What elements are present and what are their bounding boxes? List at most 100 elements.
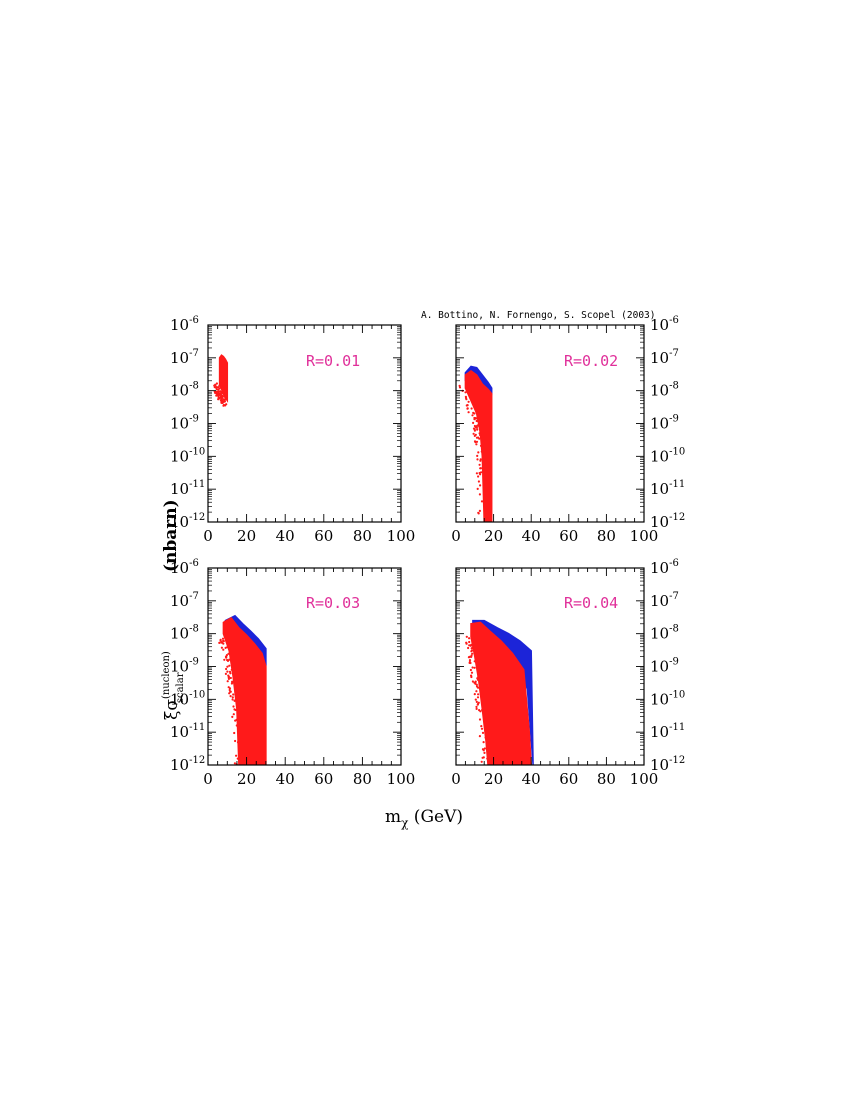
data-point <box>469 661 472 665</box>
y-tick-label: 10-7 <box>170 591 199 610</box>
data-point <box>223 658 226 661</box>
y-tick-label: 10-9 <box>170 414 199 433</box>
data-point <box>227 674 230 677</box>
data-point <box>224 646 227 650</box>
series-red-region <box>464 369 493 522</box>
y-tick-label: 10-8 <box>650 381 679 400</box>
data-point <box>475 419 478 423</box>
data-point <box>473 428 476 431</box>
data-point <box>473 424 476 428</box>
y-tick-label: 10-10 <box>170 446 205 465</box>
x-tick-label: 60 <box>314 770 333 788</box>
data-point <box>226 646 229 649</box>
data-point <box>481 756 484 759</box>
data-point <box>464 391 467 394</box>
data-point <box>482 741 485 744</box>
data-point <box>464 395 467 398</box>
data-point <box>477 451 480 454</box>
credit-text: A. Bottino, N. Fornengo, S. Scopel (2003… <box>421 310 656 321</box>
data-point <box>223 395 226 398</box>
data-point <box>236 757 239 760</box>
panel-label: R=0.03 <box>306 594 360 612</box>
y-tick-label: 10-10 <box>170 689 205 708</box>
data-point <box>470 649 474 652</box>
data-point <box>218 641 221 645</box>
data-point <box>231 696 234 699</box>
data-point <box>468 637 471 640</box>
y-tick-label: 10-6 <box>650 558 679 577</box>
data-point <box>228 688 231 692</box>
data-point <box>465 642 468 645</box>
x-tick-label: 20 <box>237 770 256 788</box>
data-point <box>476 487 479 490</box>
x-tick-label: 60 <box>559 770 578 788</box>
data-point <box>473 434 476 437</box>
data-point <box>227 686 230 689</box>
y-tick-label: 10-11 <box>650 479 685 498</box>
y-tick-label: 10-7 <box>170 348 199 367</box>
data-point <box>232 693 235 696</box>
y-tick-label: 10-6 <box>170 315 199 334</box>
data-point <box>224 672 227 676</box>
data-point <box>475 472 478 475</box>
data-point <box>472 432 475 435</box>
data-point <box>477 480 480 483</box>
panel-r003: 0 20 40 60 80 100 10-6 10-7 10-8 10-9 10-10 10-11 10… <box>170 558 415 788</box>
data-point <box>220 395 223 398</box>
data-point <box>222 648 225 651</box>
data-point <box>215 392 218 395</box>
data-point <box>481 731 485 735</box>
data-point <box>229 690 232 693</box>
data-point <box>232 713 235 716</box>
data-point <box>220 641 223 644</box>
data-point <box>225 656 228 659</box>
data-point <box>477 686 480 689</box>
scatter-layer <box>218 614 267 769</box>
data-point <box>475 436 479 439</box>
y-tick-label: 10-7 <box>650 591 679 610</box>
data-point <box>478 432 481 435</box>
x-tick-label: 80 <box>597 770 616 788</box>
data-point <box>236 741 240 744</box>
data-point <box>233 762 236 765</box>
x-axis-title-main: m <box>385 807 401 827</box>
data-point <box>458 386 462 389</box>
x-tick-label: 80 <box>353 527 372 545</box>
panel-label: R=0.04 <box>564 594 618 612</box>
data-point <box>468 644 471 647</box>
data-point <box>478 509 481 512</box>
data-point <box>480 727 484 730</box>
data-point <box>473 666 476 669</box>
data-point <box>486 757 489 760</box>
x-tick-label: 100 <box>630 527 659 545</box>
x-tick-label: 20 <box>484 770 503 788</box>
data-point <box>477 693 480 696</box>
data-point <box>213 384 216 387</box>
data-point <box>215 388 218 391</box>
x-axis-title: mχ (GeV) <box>385 807 463 830</box>
data-point <box>226 658 229 662</box>
data-point <box>477 675 480 679</box>
data-point <box>483 751 486 755</box>
x-tick-label: 20 <box>484 527 503 545</box>
y-axis-title-prefix: ξσ <box>162 699 182 720</box>
y-tick-label: 10-8 <box>170 624 199 643</box>
data-point <box>233 731 236 735</box>
y-tick-label: 10-8 <box>170 381 199 400</box>
y-axis-title: ξσ(nucleon) scalar (nbarn) <box>161 499 186 720</box>
y-tick-label: 10-9 <box>170 657 199 676</box>
series-red-region <box>218 354 229 403</box>
data-point <box>217 386 220 389</box>
data-point <box>232 767 234 769</box>
y-tick-label: 10-11 <box>170 722 205 741</box>
data-point <box>468 655 471 659</box>
data-point <box>467 646 470 650</box>
y-tick-label: 10-12 <box>650 755 685 774</box>
panel-r004: 0 20 40 60 80 100 10-6 10-7 10-8 10-9 10-10 10-11 10… <box>451 558 685 788</box>
x-tick-label: 0 <box>203 527 213 545</box>
data-point <box>222 403 225 407</box>
x-tick-label: 40 <box>522 527 541 545</box>
data-point <box>217 397 220 401</box>
data-point <box>476 703 479 706</box>
data-point <box>474 681 477 684</box>
